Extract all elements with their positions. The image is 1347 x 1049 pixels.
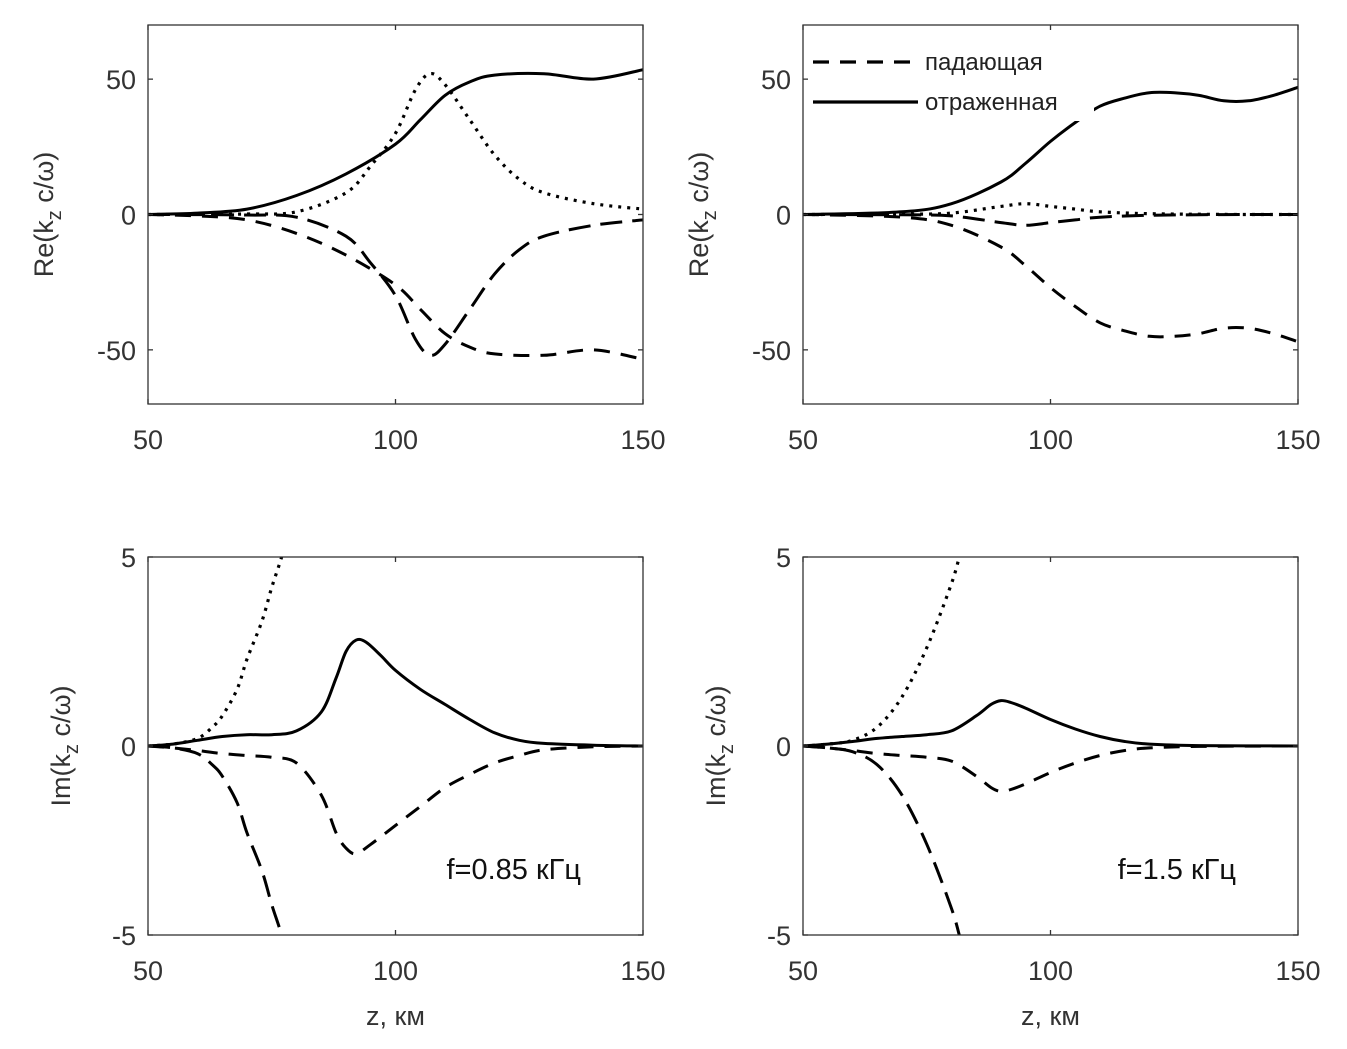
series-line-solid [148,68,643,216]
series-line-dotted [803,557,961,748]
series-line-solid [803,699,1298,748]
y-tick-label: -5 [112,921,136,951]
x-tick-label: 150 [620,956,665,986]
y-label-main: Im(k [701,754,731,807]
y-tick-label: 0 [121,201,136,231]
subplot-re_15: падающая отраженная 50 100 150 -50 0 50 Re(kz c/… [684,24,1321,455]
y-tick-label: 50 [761,65,791,95]
series-line-longdash [803,744,961,935]
legend-box [804,26,1094,121]
y-label-subscript: z [716,744,738,754]
frequency-annotation: f=1.5 кГц [1118,854,1236,886]
y-label-subscript: z [699,210,721,220]
y-tick-label: 50 [106,65,136,95]
series-line-longdash [803,213,1298,227]
series-line-dashed [148,213,643,361]
subplot-re_085: 50 100 150 -50 0 50 Re(kz c/ω) [29,24,666,455]
y-axis-label: Re(kz c/ω) [29,152,66,278]
legend-label: отраженная [925,89,1058,116]
subplot-im_15: 50 100 150 -5 0 5 z, км Im(kz c/ω) f=1.5 кГц [701,543,1321,1031]
y-label-subscript: z [44,210,66,220]
y-label-main: Re(k [29,220,59,278]
series-line-longdash [148,744,284,935]
y-label-rest: c/ω) [684,152,714,211]
series-line-dashed [803,744,1298,793]
series-line-dashed [803,213,1298,344]
y-tick-label: 5 [121,543,136,573]
y-axis-label: Im(kz c/ω) [701,685,738,806]
x-tick-label: 50 [133,956,163,986]
series-line-solid [148,637,643,748]
y-label-rest: c/ω) [46,685,76,744]
x-tick-label: 100 [373,956,418,986]
y-label-rest: c/ω) [701,685,731,744]
y-tick-label: -50 [97,336,136,366]
y-tick-label: 0 [776,201,791,231]
y-label-subscript: z [61,744,83,754]
y-label-main: Re(k [684,220,714,278]
x-axis-label: z, км [1021,1001,1080,1031]
y-axis-label: Re(kz c/ω) [684,152,721,278]
x-tick-label: 100 [373,425,418,455]
y-tick-label: -50 [752,336,791,366]
y-tick-label: 0 [776,732,791,762]
y-tick-label: 0 [121,732,136,762]
frequency-annotation: f=0.85 кГц [447,854,582,886]
x-axis-label: z, км [366,1001,425,1031]
series-line-dashed [148,744,643,856]
subplot-im_085: 50 100 150 -5 0 5 z, км Im(kz c/ω) f=0.85 кГц [46,543,666,1031]
legend-label: падающая [925,49,1043,76]
x-tick-label: 50 [788,956,818,986]
y-tick-label: -5 [767,921,791,951]
series-line-dotted [803,202,1298,217]
x-tick-label: 50 [788,425,818,455]
y-label-rest: c/ω) [29,152,59,211]
x-tick-label: 150 [1275,956,1320,986]
y-tick-label: 5 [776,543,791,573]
series-line-solid [803,85,1298,216]
series-line-dotted [148,557,284,748]
x-tick-label: 150 [620,425,665,455]
series-line-longdash [148,213,643,357]
y-axis-label: Im(kz c/ω) [46,685,83,806]
x-tick-label: 100 [1028,425,1073,455]
y-label-main: Im(k [46,754,76,807]
series-line-dotted [148,71,643,217]
x-tick-label: 100 [1028,956,1073,986]
x-tick-label: 50 [133,425,163,455]
x-tick-label: 150 [1275,425,1320,455]
